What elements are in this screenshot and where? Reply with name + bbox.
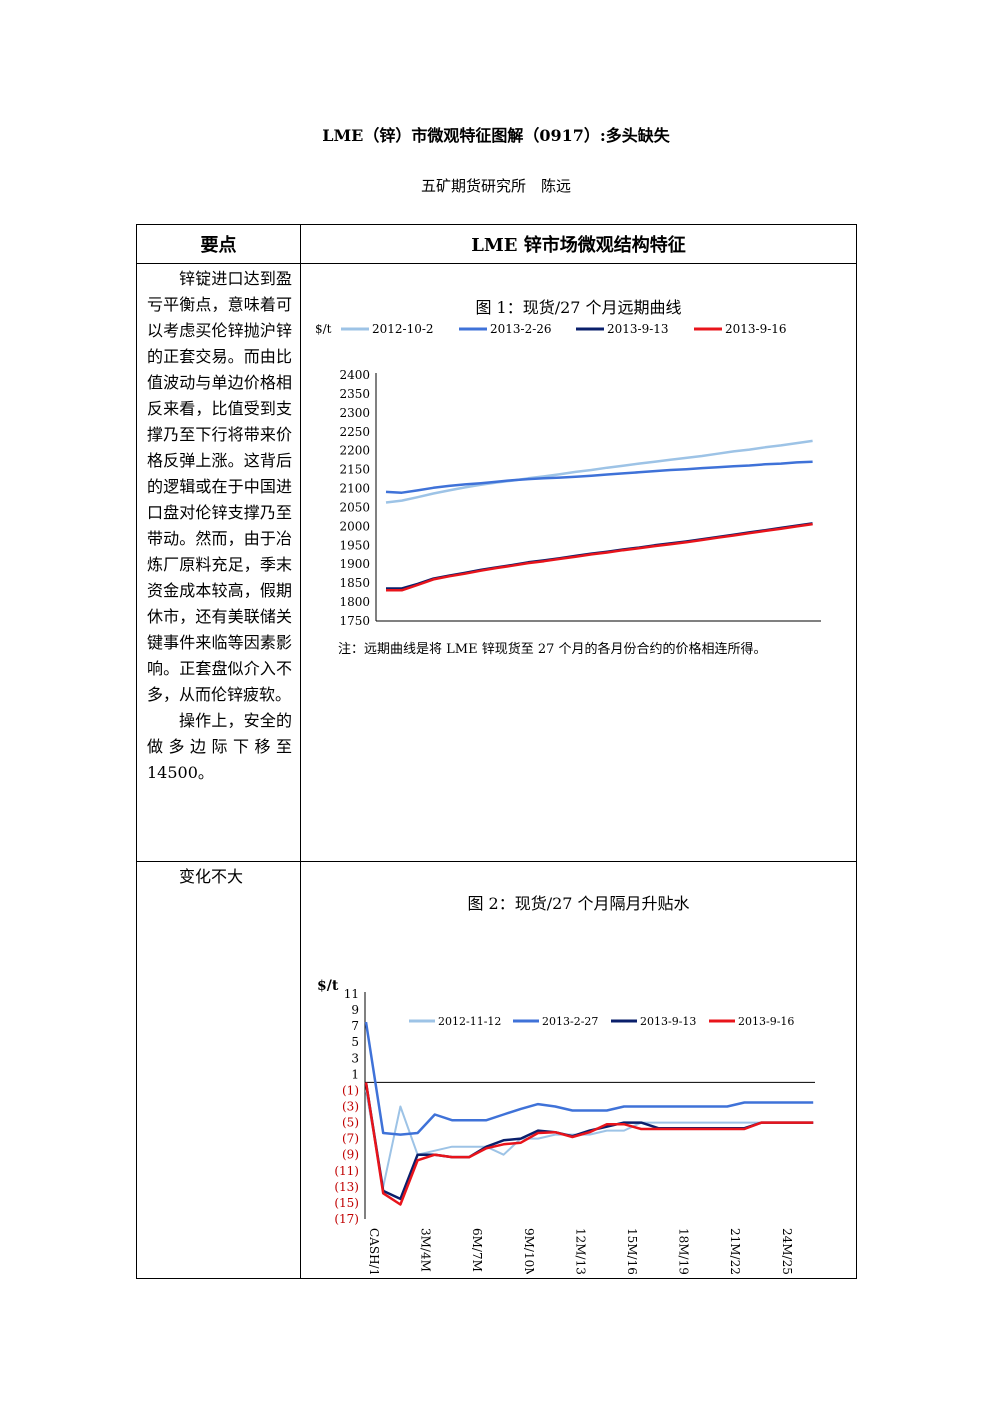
analysis-table: 要点 LME 锌市场微观结构特征 锌锭进口达到盈亏平衡点，意味着可以考虑买伦锌抛… (136, 224, 857, 1279)
table-row: 锌锭进口达到盈亏平衡点，意味着可以考虑买伦锌抛沪锌的正套交易。而由比值波动与单边… (136, 263, 857, 862)
y-tick-label: 1800 (339, 595, 370, 609)
y-tick-label: (7) (342, 1132, 359, 1146)
series-line (386, 522, 813, 592)
y-tick-label: 2350 (339, 387, 370, 401)
y-axis-label: $/t (317, 978, 339, 994)
document-author: 五矿期货研究所 陈远 (420, 177, 571, 195)
x-tick-label: 9M (518, 637, 538, 638)
document-title: LME（锌）市微观特征图解（0917）:多头缺失 (322, 126, 670, 145)
chart2-title: 图 2：现货/27 个月隔月升贴水 (467, 894, 690, 913)
x-tick-label: 12M (562, 637, 590, 638)
chart2-cell: 图 2：现货/27 个月隔月升贴水 $/t 11 9 7 5 3 1 (1) (3) (5) (7)… (300, 861, 857, 1279)
y-tick-label: (13) (334, 1180, 359, 1194)
table-row: 变化不大 图 2：现货/27 个月隔月升贴水 $/t 11 9 7 5 3 1 (1) (3) (… (136, 861, 857, 1279)
chart1-cell: 图 1：现货/27 个月远期曲线 $/t 2400 2350 2300 2250 2200… (300, 263, 857, 862)
x-tick-label: 24M/25M (780, 1228, 794, 1274)
y-tick-label: 9 (351, 1003, 359, 1017)
x-tick-label: 21M (704, 637, 732, 638)
y-tick-label: (3) (342, 1100, 359, 1114)
row1-paragraph-1: 锌锭进口达到盈亏平衡点，意味着可以考虑买伦锌抛沪锌的正套交易。而由比值波动与单边… (147, 269, 292, 704)
row2-text-cell: 变化不大 (136, 861, 301, 1279)
legend-label: 2012-10-2 (372, 322, 434, 336)
y-axis-label: $/t (315, 322, 332, 336)
y-tick-label: (9) (342, 1148, 359, 1162)
y-tick-label: 2000 (339, 519, 370, 533)
y-tick-label: (5) (342, 1116, 359, 1130)
x-tick-label: 9M/10M (522, 1228, 536, 1274)
y-tick-label: (11) (334, 1164, 359, 1178)
row1-paragraph-2: 操作上，安全的做多边际下移至14500。 (147, 711, 292, 782)
y-tick-label: 11 (344, 987, 359, 1001)
y-tick-label: 1 (351, 1067, 359, 1081)
legend-label: 2013-9-13 (607, 322, 669, 336)
series-line (364, 1082, 814, 1201)
y-tick-label: 2250 (339, 425, 370, 439)
x-tick-label: 15M/16M (625, 1228, 639, 1274)
y-tick-label: 5 (351, 1035, 359, 1049)
x-tick-label: 27M (799, 637, 827, 638)
row1-text-cell: 锌锭进口达到盈亏平衡点，意味着可以考虑买伦锌抛沪锌的正套交易。而由比值波动与单边… (136, 263, 301, 862)
series-line (365, 1090, 814, 1188)
series-line (385, 460, 813, 494)
series-line (364, 1021, 814, 1136)
table-header-row: 要点 LME 锌市场微观结构特征 (136, 224, 857, 264)
x-tick-label: 21M/22M (728, 1228, 742, 1274)
spread-chart: $/t 11 9 7 5 3 1 (1) (3) (5) (7) (9) (11) (13) (15) (17… (317, 978, 815, 1274)
series-line (385, 439, 813, 504)
y-tick-label: 2150 (339, 463, 370, 477)
legend-label: 2013-9-13 (640, 1015, 696, 1028)
y-tick-label: 1950 (339, 538, 370, 552)
legend-label: 2013-2-27 (542, 1015, 598, 1028)
y-tick-label: 7 (351, 1019, 359, 1033)
header-microstructure: LME 锌市场微观结构特征 (300, 224, 857, 264)
y-tick-label: 3 (351, 1051, 359, 1065)
legend-label: 2012-11-12 (438, 1015, 501, 1028)
y-tick-label: (1) (342, 1083, 359, 1097)
legend-label: 2013-9-16 (738, 1015, 794, 1028)
row2-text: 变化不大 (179, 867, 244, 886)
legend-label: 2013-9-16 (725, 322, 787, 336)
y-tick-label: 2300 (339, 406, 370, 420)
chart1-note: 注：远期曲线是将 LME 锌现货至 27 个月的各月份合约的价格相连所得。 (338, 642, 767, 657)
chart1-title: 图 1：现货/27 个月远期曲线 (475, 298, 682, 317)
x-tick-label: CASH (368, 637, 405, 638)
x-tick-label: 12M/13M (573, 1228, 587, 1274)
x-tick-label: 18M (657, 637, 685, 638)
x-tick-label: 3M (423, 637, 443, 638)
forward-curve-chart: $/t 2400 2350 2300 2250 2200 2150 2100 2050 2000 1… (315, 322, 827, 638)
x-tick-label: 3M/4M (419, 1228, 433, 1272)
y-tick-label: 2200 (339, 444, 370, 458)
legend-label: 2013-2-26 (490, 322, 552, 336)
y-tick-label: (15) (334, 1196, 359, 1210)
x-tick-label: 6M (471, 637, 491, 638)
series-line (364, 1082, 814, 1206)
y-tick-label: 1850 (339, 576, 370, 590)
y-tick-label: 1750 (339, 614, 370, 628)
x-tick-label: CASH/1M (367, 1228, 381, 1274)
y-tick-label: 2050 (339, 500, 370, 514)
y-tick-label: 2400 (339, 368, 370, 382)
y-tick-label: 1900 (339, 557, 370, 571)
y-tick-label: 2100 (339, 482, 370, 496)
x-tick-label: 24M (751, 637, 779, 638)
x-tick-label: 18M/19M (677, 1228, 691, 1274)
x-tick-label: 15M (609, 637, 637, 638)
y-tick-label: (17) (334, 1212, 359, 1226)
header-key-points: 要点 (136, 224, 301, 264)
x-tick-label: 6M/7M (470, 1228, 484, 1272)
